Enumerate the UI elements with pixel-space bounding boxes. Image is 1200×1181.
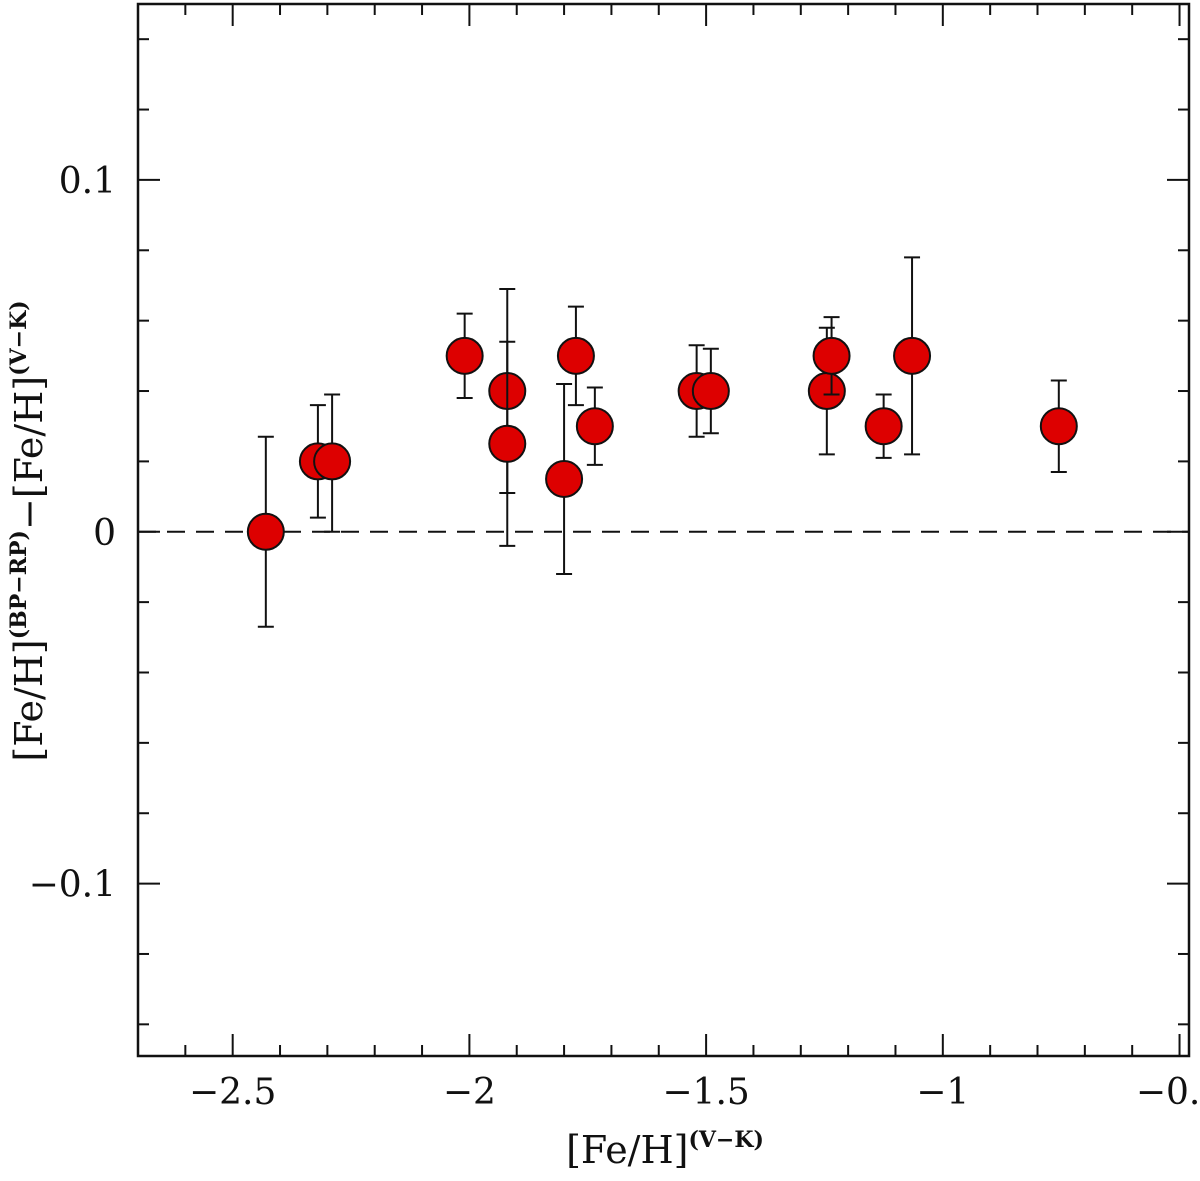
y-tick-label: 0 <box>93 513 116 554</box>
data-point <box>445 312 484 400</box>
data-point <box>575 386 614 466</box>
point-marker <box>1039 407 1078 446</box>
point-marker <box>807 372 846 411</box>
data-point <box>1039 379 1078 473</box>
plot-frame <box>136 2 1191 1058</box>
data-point <box>864 393 903 459</box>
data-points <box>246 256 1078 628</box>
x-axis-title: [Fe/H](V−K) <box>566 1127 764 1172</box>
data-point <box>313 393 352 533</box>
x-tick-label: −2.5 <box>189 1072 276 1113</box>
y-axis-title: [Fe/H](BP−RP)−[Fe/H](V−K) <box>6 300 51 761</box>
point-marker <box>488 424 527 463</box>
point-marker <box>445 336 484 375</box>
x-tick-label: −2 <box>443 1072 496 1113</box>
point-marker <box>691 372 730 411</box>
x-tick-label: −0.5 <box>1136 1072 1200 1113</box>
data-point <box>246 435 285 628</box>
data-point <box>556 305 595 407</box>
point-marker <box>246 512 285 551</box>
point-marker <box>812 336 851 375</box>
point-marker <box>545 459 584 498</box>
point-marker <box>893 336 932 375</box>
axis-ticks <box>137 4 1189 1056</box>
data-point <box>691 347 730 435</box>
point-marker <box>556 336 595 375</box>
point-marker <box>864 407 903 446</box>
data-point <box>488 340 527 547</box>
y-tick-label: 0.1 <box>59 161 116 202</box>
point-marker <box>575 407 614 446</box>
data-point <box>893 256 932 456</box>
point-marker <box>313 442 352 481</box>
data-point <box>545 382 584 575</box>
data-point <box>812 316 851 396</box>
tick-labels: −2.5 −2 −1.5 −1 −0.5 −0.1 0 0.1 <box>29 161 1200 1113</box>
x-tick-label: −1.5 <box>662 1072 749 1113</box>
x-tick-label: −1 <box>916 1072 969 1113</box>
y-tick-label: −0.1 <box>29 865 116 906</box>
